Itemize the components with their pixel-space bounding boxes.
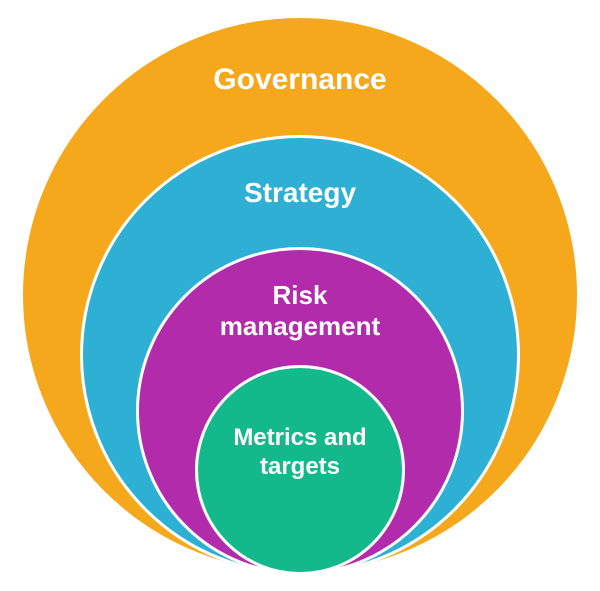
ring-metrics-and-targets: Metrics and targets	[195, 365, 405, 575]
nested-circle-diagram: Governance Strategy Risk management Metr…	[0, 0, 600, 591]
label-metrics-and-targets: Metrics and targets	[233, 424, 366, 572]
